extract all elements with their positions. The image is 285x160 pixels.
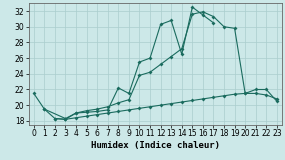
X-axis label: Humidex (Indice chaleur): Humidex (Indice chaleur) [91, 141, 220, 150]
